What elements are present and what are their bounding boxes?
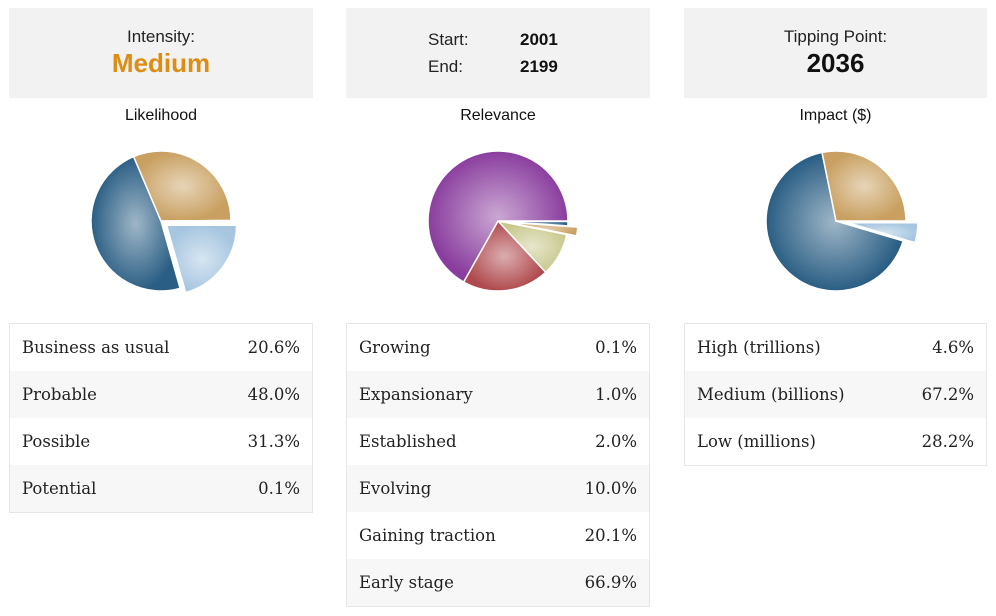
table-row: Growing 0.1% [347,324,649,371]
end-label: End: [428,57,463,76]
tipping-point-label: Tipping Point: [783,27,888,46]
row-value: 66.9% [584,573,637,592]
end-row: End: 2199 [428,53,568,80]
start-label: Start: [428,30,469,49]
row-label: Probable [22,385,97,404]
table-row: Established 2.0% [347,418,649,465]
likelihood-pie-chart [90,150,238,294]
row-value: 48.0% [247,385,300,404]
row-value: 2.0% [595,432,637,451]
tipping-point-header: Tipping Point: 2036 [684,8,987,98]
row-label: Early stage [359,573,454,592]
row-value: 4.6% [932,338,974,357]
intensity-value: Medium [111,48,211,78]
row-label: High (trillions) [697,338,821,357]
row-value: 20.1% [584,526,637,545]
impact-table: High (trillions) 4.6% Medium (billions) 67… [684,323,987,466]
panel-likelihood: Intensity: Medium Likelihood Business as… [9,8,313,513]
impact-chart-title: Impact ($) [799,107,872,124]
table-row: Gaining traction 20.1% [347,512,649,559]
start-value: 2001 [520,30,558,49]
row-label: Gaining traction [359,526,496,545]
pie-slice-business-as-usual [165,224,238,294]
likelihood-table: Business as usual 20.6% Probable 48.0% Pos… [9,323,313,513]
table-row: Expansionary 1.0% [347,371,649,418]
likelihood-chart-title: Likelihood [124,107,198,124]
row-label: Business as usual [22,338,170,357]
intensity-label: Intensity: [126,27,196,46]
table-row: Possible 31.3% [10,418,312,465]
table-row: Medium (billions) 67.2% [685,371,986,418]
pie-slice-possible [132,150,232,222]
row-label: Growing [359,338,431,357]
pie-slice-high-trillions [847,221,919,244]
start-row: Start: 2001 [428,26,568,53]
relevance-chart-title: Relevance [460,107,536,124]
row-label: Medium (billions) [697,385,845,404]
row-label: Potential [22,479,97,498]
table-row: Early stage 66.9% [347,559,649,606]
impact-pie-chart [764,150,919,292]
table-row: Probable 48.0% [10,371,312,418]
table-row: Business as usual 20.6% [10,324,312,371]
row-value: 10.0% [584,479,637,498]
row-value: 0.1% [258,479,300,498]
panel-impact: Tipping Point: 2036 Impact ($) High (tri… [684,8,987,466]
table-row: Potential 0.1% [10,465,312,512]
row-value: 0.1% [595,338,637,357]
time-range-header: Start: 2001 End: 2199 [346,8,650,98]
intensity-header: Intensity: Medium [9,8,313,98]
pie-slice-probable [90,155,182,292]
table-row: Low (millions) 28.2% [685,418,986,465]
panel-relevance: Start: 2001 End: 2199 Relevance Growing 0… [346,8,650,607]
table-row: Evolving 10.0% [347,465,649,512]
row-value: 20.6% [247,338,300,357]
pie-slice-medium-billions [764,151,904,292]
row-label: Evolving [359,479,432,498]
pie-slice-early-stage [427,150,569,284]
row-label: Possible [22,432,91,451]
pie-slice-low-millions [820,150,907,222]
row-label: Established [359,432,457,451]
row-value: 1.0% [595,385,637,404]
row-value: 67.2% [921,385,974,404]
relevance-table: Growing 0.1% Expansionary 1.0% Established… [346,323,650,607]
row-label: Expansionary [359,385,473,404]
row-value: 31.3% [247,432,300,451]
relevance-pie-chart [427,150,579,292]
pie-slice-gaining-traction [462,219,547,292]
table-row: High (trillions) 4.6% [685,324,986,371]
end-value: 2199 [520,57,558,76]
pie-slice-evolving [495,219,568,274]
tipping-point-value: 2036 [806,48,865,78]
row-label: Low (millions) [697,432,816,451]
row-value: 28.2% [921,432,974,451]
